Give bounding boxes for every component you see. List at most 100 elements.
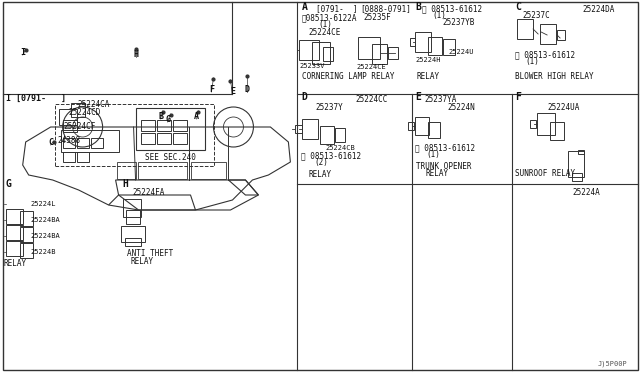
Bar bbox=[136, 108, 205, 150]
Text: 25235F: 25235F bbox=[364, 13, 391, 22]
Bar bbox=[157, 120, 170, 131]
Text: RELAY: RELAY bbox=[308, 170, 332, 179]
Text: C: C bbox=[48, 138, 53, 147]
Text: 25237YA: 25237YA bbox=[424, 94, 456, 103]
Bar bbox=[63, 138, 75, 148]
Text: SUNROOF RELAY: SUNROOF RELAY bbox=[515, 169, 575, 177]
Text: ANTI THEFT: ANTI THEFT bbox=[127, 250, 173, 259]
Text: [0791-  ]: [0791- ] bbox=[316, 4, 358, 13]
Bar bbox=[77, 152, 88, 162]
Bar bbox=[63, 120, 77, 132]
Bar bbox=[173, 133, 186, 144]
Bar bbox=[568, 151, 584, 177]
Bar bbox=[388, 47, 398, 59]
Text: 25224CB: 25224CB bbox=[325, 145, 355, 151]
Bar bbox=[428, 37, 442, 55]
Text: 24388: 24388 bbox=[58, 135, 81, 144]
Text: CORNERING LAMP RELAY: CORNERING LAMP RELAY bbox=[302, 71, 395, 80]
Bar bbox=[59, 109, 77, 125]
Bar bbox=[6, 241, 22, 256]
Text: SEE SEC.240: SEE SEC.240 bbox=[145, 153, 196, 161]
Text: H: H bbox=[133, 49, 138, 58]
Bar bbox=[54, 104, 214, 166]
Bar bbox=[428, 122, 440, 138]
Bar bbox=[537, 113, 555, 135]
Text: 25224B: 25224B bbox=[31, 249, 56, 255]
Text: A: A bbox=[301, 2, 307, 12]
Bar bbox=[77, 138, 88, 148]
Bar bbox=[335, 128, 346, 142]
Bar bbox=[125, 238, 141, 246]
Text: (2): (2) bbox=[314, 157, 328, 167]
Text: 25224UA: 25224UA bbox=[547, 103, 579, 112]
Bar bbox=[141, 120, 154, 131]
Text: D: D bbox=[245, 84, 250, 93]
Bar bbox=[302, 119, 318, 139]
Bar bbox=[372, 44, 387, 64]
Text: E: E bbox=[415, 92, 421, 102]
Text: BLOWER HIGH RELAY: BLOWER HIGH RELAY bbox=[515, 71, 594, 80]
Text: Ⓜ 08513-61612: Ⓜ 08513-61612 bbox=[515, 51, 575, 60]
Text: Ⓜ 08513-61612: Ⓜ 08513-61612 bbox=[415, 144, 476, 153]
Text: D: D bbox=[301, 92, 307, 102]
Bar bbox=[358, 37, 380, 59]
Text: 25224CF: 25224CF bbox=[63, 122, 96, 131]
Text: RELAY: RELAY bbox=[425, 169, 449, 177]
Bar bbox=[321, 126, 334, 144]
Text: RELAY: RELAY bbox=[3, 260, 26, 269]
Bar bbox=[173, 120, 186, 131]
Bar bbox=[20, 211, 33, 226]
Bar bbox=[120, 226, 145, 242]
Bar bbox=[408, 122, 414, 130]
Text: 25224FA: 25224FA bbox=[132, 187, 165, 196]
Bar bbox=[410, 38, 415, 46]
Text: E: E bbox=[230, 87, 235, 96]
Text: 25224CC: 25224CC bbox=[355, 94, 388, 103]
Text: RELAY: RELAY bbox=[131, 257, 154, 266]
Bar bbox=[20, 227, 33, 242]
Bar bbox=[6, 225, 22, 240]
Text: G: G bbox=[6, 179, 12, 189]
Bar bbox=[125, 210, 140, 224]
Bar bbox=[578, 150, 584, 154]
Bar bbox=[296, 125, 302, 133]
Text: [0888-0791]: [0888-0791] bbox=[360, 4, 411, 13]
Text: (1): (1) bbox=[432, 10, 446, 19]
Text: C: C bbox=[515, 2, 521, 12]
Text: Ⓜ08513-6122A: Ⓜ08513-6122A bbox=[301, 13, 357, 22]
Text: J)5P00P: J)5P00P bbox=[598, 361, 628, 367]
Bar bbox=[61, 130, 118, 152]
Text: B: B bbox=[158, 112, 163, 121]
Text: 25224CE: 25224CE bbox=[308, 28, 340, 36]
Text: Ⓜ 08513-61612: Ⓜ 08513-61612 bbox=[422, 4, 483, 13]
Text: TRUNK OPENER: TRUNK OPENER bbox=[416, 161, 472, 170]
Bar bbox=[157, 133, 170, 144]
Text: 25224CE: 25224CE bbox=[356, 64, 386, 70]
Bar bbox=[63, 152, 75, 162]
Text: I [0791-   ]: I [0791- ] bbox=[6, 93, 66, 103]
Text: 25224DA: 25224DA bbox=[582, 4, 614, 13]
Bar bbox=[20, 243, 33, 258]
Text: 25237C: 25237C bbox=[522, 10, 550, 19]
Text: 25224A: 25224A bbox=[572, 187, 600, 196]
Text: 25237YB: 25237YB bbox=[442, 17, 475, 26]
Bar bbox=[323, 47, 333, 61]
Text: 25224BA: 25224BA bbox=[31, 233, 60, 239]
Text: G: G bbox=[165, 115, 170, 124]
Text: A: A bbox=[194, 112, 199, 121]
Bar bbox=[300, 40, 319, 60]
Text: (1): (1) bbox=[525, 57, 539, 65]
Bar bbox=[550, 122, 564, 140]
Bar bbox=[530, 120, 536, 128]
Text: 25237Y: 25237Y bbox=[316, 103, 343, 112]
Text: I: I bbox=[20, 48, 25, 57]
Text: 25224L: 25224L bbox=[31, 201, 56, 207]
Bar bbox=[123, 199, 141, 217]
Text: (1): (1) bbox=[318, 19, 332, 29]
Text: 25224U: 25224U bbox=[448, 49, 474, 55]
Text: B: B bbox=[415, 2, 421, 12]
Text: 25224CA: 25224CA bbox=[77, 99, 110, 109]
Text: 25224H: 25224H bbox=[415, 57, 441, 63]
Text: H: H bbox=[123, 179, 129, 189]
Bar bbox=[517, 19, 533, 39]
